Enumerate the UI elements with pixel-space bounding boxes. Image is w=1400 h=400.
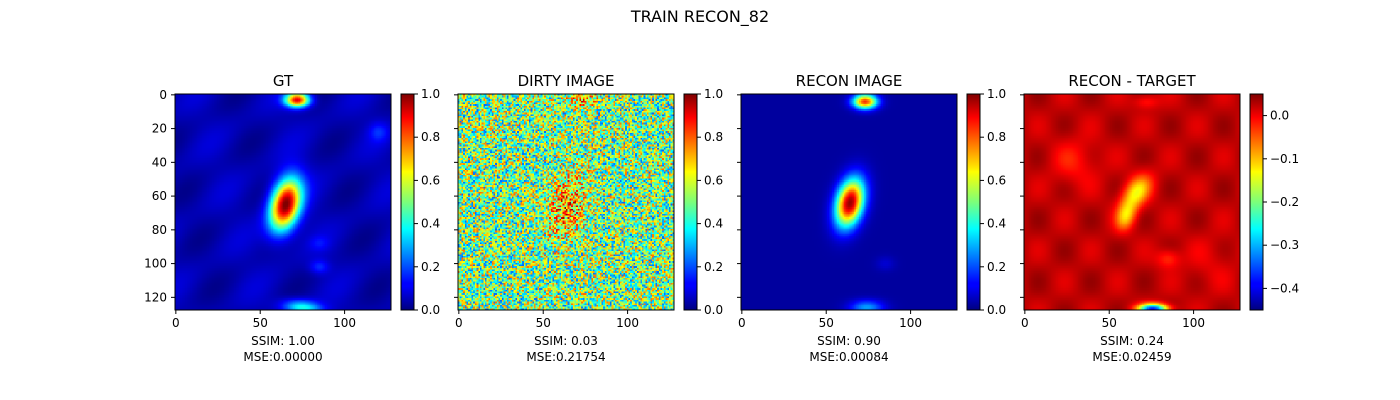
panel-3: RECON - TARGET 0 50 100 0.0 −0.1 −0.2 −0.3 −0.4 S… bbox=[1020, 72, 1299, 364]
y-tick-label: 80 bbox=[152, 223, 167, 237]
colorbar-tick-label: 0.4 bbox=[704, 217, 723, 231]
colorbar-tick-label: 1.0 bbox=[987, 87, 1006, 101]
x-tick-label: 50 bbox=[253, 316, 268, 330]
colorbar-tick-label: 0.0 bbox=[704, 303, 723, 317]
heatmap-image bbox=[175, 94, 391, 310]
mse-label: MSE:0.02459 bbox=[1092, 350, 1171, 364]
colorbar bbox=[684, 94, 697, 310]
x-tick-label: 50 bbox=[536, 316, 551, 330]
colorbar-tick-label: 0.6 bbox=[987, 173, 1006, 187]
ssim-label: SSIM: 1.00 bbox=[251, 334, 315, 348]
y-tick-label: 60 bbox=[152, 189, 167, 203]
figure-title: TRAIN RECON_82 bbox=[630, 7, 769, 27]
ssim-label: SSIM: 0.24 bbox=[1100, 334, 1164, 348]
mse-label: MSE:0.00084 bbox=[809, 350, 888, 364]
colorbar bbox=[967, 94, 980, 310]
colorbar bbox=[401, 94, 414, 310]
colorbar-tick-label: 0.0 bbox=[987, 303, 1006, 317]
x-tick-label: 50 bbox=[1102, 316, 1117, 330]
x-tick-label: 100 bbox=[1182, 316, 1205, 330]
panel-2: RECON IMAGE 0 50 100 0.0 0.2 0.4 0.6 0.8 1.0 SSIM:… bbox=[737, 72, 1006, 364]
colorbar-tick-label: 0.4 bbox=[421, 217, 440, 231]
colorbar-tick-label: 0.4 bbox=[987, 217, 1006, 231]
colorbar-tick-label: −0.3 bbox=[1270, 238, 1299, 252]
x-tick-label: 0 bbox=[1021, 316, 1029, 330]
colorbar-tick-label: −0.2 bbox=[1270, 195, 1299, 209]
heatmap-image bbox=[741, 94, 957, 310]
y-tick-label: 120 bbox=[144, 290, 167, 304]
colorbar-tick-label: 0.2 bbox=[421, 260, 440, 274]
x-tick-label: 100 bbox=[333, 316, 356, 330]
panel-0: GT 0 50 100 0 20 40 60 80 100 120 0.0 0.2 0.4 0.6 0.8 1.… bbox=[144, 72, 440, 364]
x-tick-label: 0 bbox=[455, 316, 463, 330]
colorbar-tick-label: 0.2 bbox=[987, 260, 1006, 274]
colorbar-tick-label: −0.1 bbox=[1270, 152, 1299, 166]
panel-title: GT bbox=[273, 72, 294, 90]
colorbar bbox=[1250, 94, 1263, 310]
ssim-label: SSIM: 0.90 bbox=[817, 334, 881, 348]
colorbar-tick-label: 0.8 bbox=[987, 130, 1006, 144]
y-tick-label: 20 bbox=[152, 122, 167, 136]
colorbar-tick-label: 0.0 bbox=[1270, 109, 1289, 123]
x-tick-label: 100 bbox=[616, 316, 639, 330]
colorbar-tick-label: 0.2 bbox=[704, 260, 723, 274]
mse-label: MSE:0.00000 bbox=[243, 350, 322, 364]
ssim-label: SSIM: 0.03 bbox=[534, 334, 598, 348]
y-tick-label: 0 bbox=[159, 88, 167, 102]
x-tick-label: 0 bbox=[738, 316, 746, 330]
panel-title: RECON IMAGE bbox=[796, 72, 903, 90]
x-tick-label: 100 bbox=[899, 316, 922, 330]
mse-label: MSE:0.21754 bbox=[526, 350, 605, 364]
y-tick-label: 100 bbox=[144, 257, 167, 271]
heatmap-image bbox=[1024, 94, 1240, 310]
colorbar-tick-label: 0.8 bbox=[421, 130, 440, 144]
colorbar-tick-label: 0.6 bbox=[421, 173, 440, 187]
y-tick-label: 40 bbox=[152, 155, 167, 169]
colorbar-tick-label: 0.0 bbox=[421, 303, 440, 317]
colorbar-tick-label: 0.6 bbox=[704, 173, 723, 187]
panel-1: DIRTY IMAGE 0 50 100 0.0 0.2 0.4 0.6 0.8 1.0 SSIM:… bbox=[454, 72, 723, 364]
colorbar-tick-label: 1.0 bbox=[421, 87, 440, 101]
colorbar-tick-label: −0.4 bbox=[1270, 281, 1299, 295]
heatmap-image bbox=[458, 94, 674, 310]
x-tick-label: 0 bbox=[172, 316, 180, 330]
panel-title: RECON - TARGET bbox=[1068, 72, 1196, 90]
panel-title: DIRTY IMAGE bbox=[518, 72, 615, 90]
colorbar-tick-label: 1.0 bbox=[704, 87, 723, 101]
x-tick-label: 50 bbox=[819, 316, 834, 330]
colorbar-tick-label: 0.8 bbox=[704, 130, 723, 144]
